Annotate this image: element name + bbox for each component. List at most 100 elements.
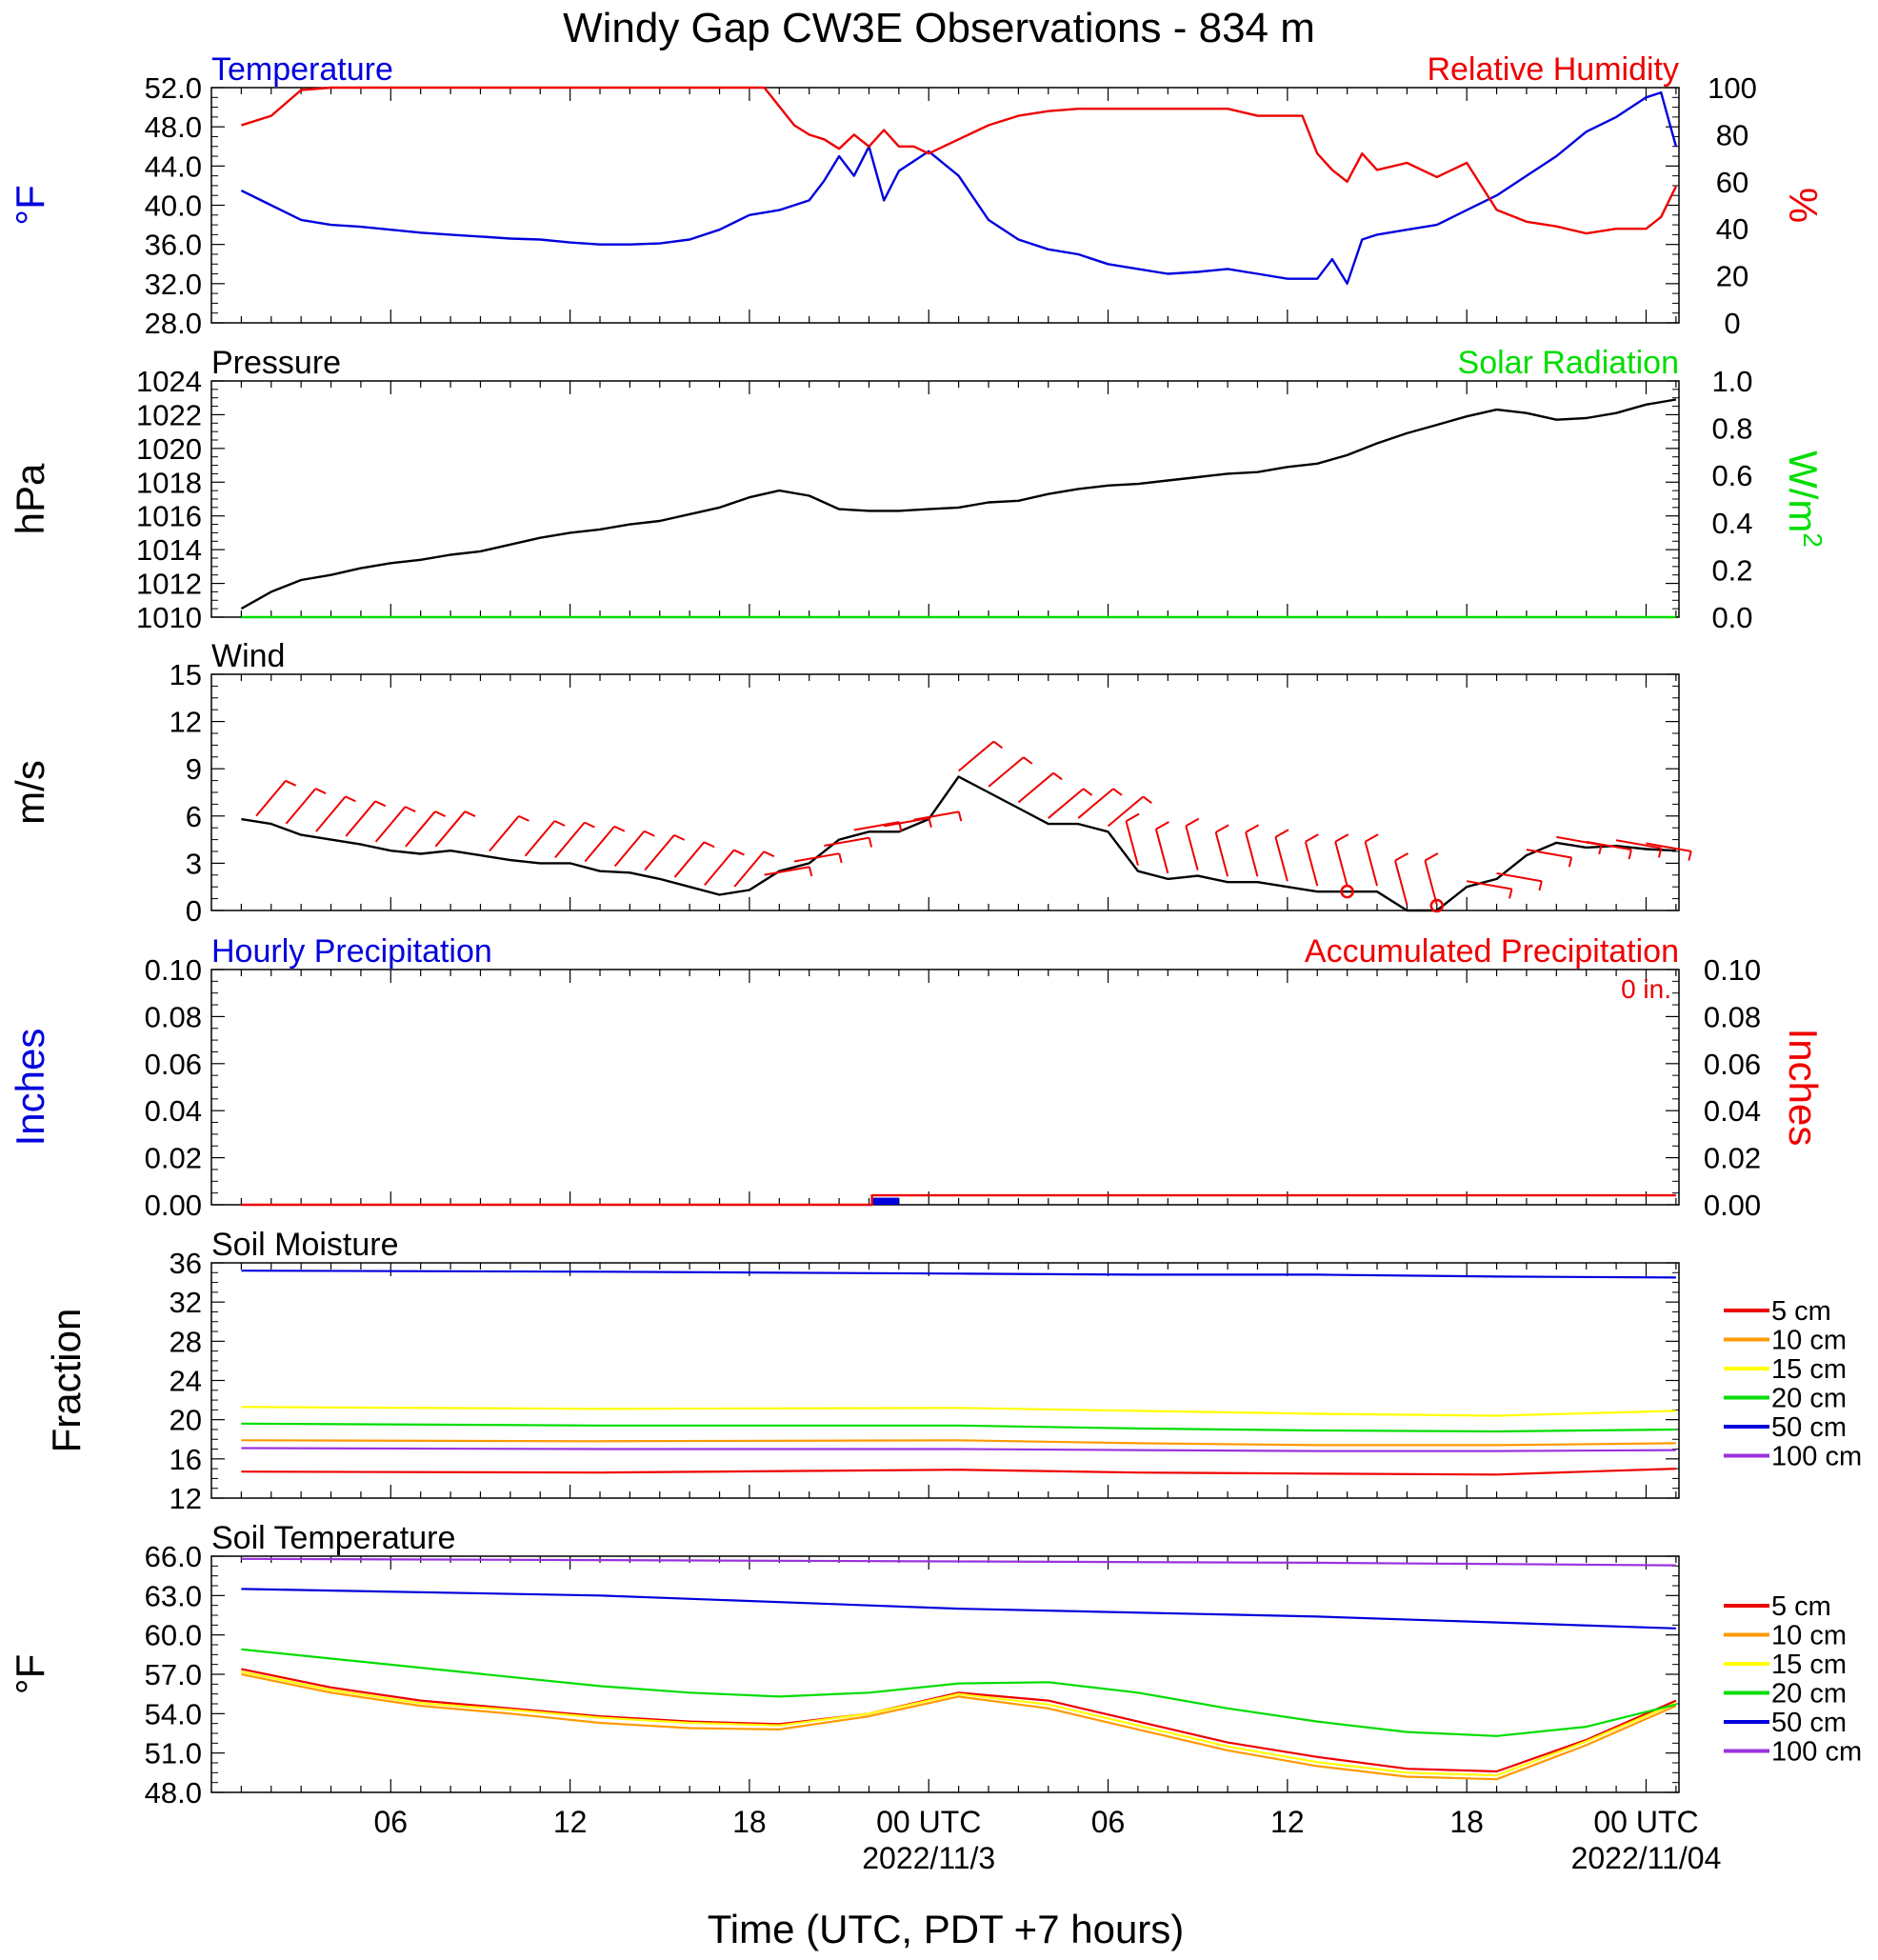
y-tick-label-right: 40 [1716, 212, 1748, 246]
y-tick-label-right: 0.0 [1711, 601, 1752, 634]
y-tick-label-right: 1.0 [1711, 365, 1752, 398]
wind-barb-flag [1052, 771, 1063, 781]
wind-barb [1304, 841, 1319, 887]
y-tick-label-left: 9 [186, 752, 202, 786]
y-axis-label-left: °F [8, 1654, 52, 1694]
wind-barb [1646, 842, 1691, 852]
series-5-cm [241, 1468, 1676, 1476]
legend-label: 15 cm [1771, 1650, 1847, 1680]
wind-barb [1274, 836, 1289, 882]
legend-label: 100 cm [1771, 1737, 1862, 1768]
x-tick-label: 18 [1449, 1805, 1484, 1839]
wind-barb [489, 815, 520, 852]
y-tick-label-left: 1020 [136, 432, 202, 466]
chart-title: Windy Gap CW3E Observations - 834 m [563, 5, 1315, 51]
wind-barb [285, 788, 317, 825]
wind-barb [957, 740, 995, 772]
wind-barb-flag [1185, 817, 1200, 828]
y-axis-label-left: Inches [8, 1029, 52, 1147]
legend-label: 15 cm [1771, 1354, 1847, 1385]
series-10-cm [241, 1439, 1676, 1447]
y-tick-label-left: 28 [170, 1325, 202, 1358]
calm-wind-marker [1429, 898, 1445, 913]
series-100-cm [241, 1557, 1676, 1567]
y-tick-label-right: 60 [1716, 166, 1748, 199]
y-tick-label-left: 36 [170, 1247, 202, 1280]
wind-barb [853, 821, 900, 831]
y-tick-label-left: 32.0 [145, 268, 202, 301]
y-tick-label-right: 100 [1708, 71, 1757, 105]
wind-barb [1424, 860, 1438, 906]
wind-barb-flag [1508, 889, 1513, 899]
wind-barb [733, 850, 765, 888]
legend-label: 50 cm [1771, 1412, 1847, 1443]
y-tick-label-left: 1016 [136, 500, 202, 533]
wind-barb-flag [1424, 852, 1439, 862]
y-axis-label-left: °F [8, 185, 52, 225]
panels: 52.048.044.040.036.032.028.0100806040200… [8, 51, 1862, 1875]
series-5-cm [241, 1668, 1677, 1773]
panel-title-left: Pressure [211, 345, 341, 381]
x-tick-date-label: 2022/11/3 [862, 1841, 995, 1875]
wind-barb-flag [1334, 833, 1349, 843]
series-accumulated-precipitation [241, 1193, 1676, 1207]
series-relative-humidity [241, 86, 1677, 235]
panel-title-right: Relative Humidity [1427, 51, 1679, 88]
panel-wind: 15 12 9 6 3 0 m/s Wind [8, 638, 1692, 928]
wind-barb-flag [644, 830, 655, 837]
wind-barb [1526, 849, 1572, 859]
wind-barb-flag [1598, 845, 1603, 855]
y-tick-label-left: 60.0 [145, 1619, 202, 1652]
wind-barb-flag [1628, 849, 1632, 860]
series-50-cm [241, 1588, 1676, 1630]
y-tick-label-left: 44.0 [145, 150, 202, 183]
wind-barb-flag [1394, 852, 1408, 862]
plot-frame [210, 380, 1680, 618]
wind-barb [1185, 826, 1199, 870]
y-tick-label-left: 66.0 [145, 1540, 202, 1573]
y-tick-label-right: 0.6 [1711, 459, 1752, 492]
y-tick-label-right: 0.00 [1704, 1189, 1761, 1222]
panel-soil-temperature: 66.0 63.0 60.0 57.0 54.0 51.0 48.0 °F Soil Tempe… [8, 1520, 1862, 1875]
plot-frame [210, 969, 1680, 1206]
wind-barb [1107, 795, 1144, 828]
series-20-cm [241, 1422, 1676, 1433]
wind-barb-flag [1538, 881, 1543, 891]
wind-barb [1334, 841, 1349, 887]
y-tick-label-left: 0.06 [145, 1048, 202, 1081]
wind-barb [1214, 831, 1229, 877]
wind-barb-flag [1657, 848, 1663, 858]
y-tick-label-left: 0.10 [145, 953, 202, 987]
calm-wind-marker [1340, 884, 1354, 899]
panel-title-right: Accumulated Precipitation [1305, 933, 1679, 970]
y-tick-label-left: 36.0 [145, 229, 202, 262]
wind-barb [883, 817, 929, 828]
wind-barb-flag [1688, 850, 1692, 861]
y-tick-label-right: 80 [1716, 118, 1748, 151]
y-tick-label-left: 0 [186, 894, 202, 928]
wind-barb [704, 849, 735, 886]
y-tick-label-right: 0.8 [1711, 412, 1752, 446]
x-tick-label: 06 [1091, 1805, 1126, 1839]
wind-barb [988, 756, 1025, 788]
y-tick-label-left: 12 [170, 1482, 202, 1515]
y-tick-label-left: 1010 [136, 601, 202, 634]
wind-barb [673, 841, 706, 878]
series-50-cm [241, 1270, 1676, 1279]
x-tick-label: 18 [732, 1805, 767, 1839]
wind-barb [524, 820, 556, 857]
wind-barb-flag [345, 795, 356, 803]
series-20-cm [241, 1648, 1677, 1737]
x-tick-label: 00 UTC [1593, 1805, 1698, 1839]
wind-barb-flag [1305, 833, 1319, 843]
y-tick-label-left: 40.0 [145, 190, 202, 223]
wind-barb-flag [868, 837, 873, 848]
plot-frame [210, 673, 1680, 911]
wind-barb [913, 810, 959, 821]
y-tick-label-right: 0.2 [1711, 553, 1752, 587]
series-15-cm [241, 1406, 1676, 1417]
wind-barb-flag [808, 867, 813, 877]
y-tick-label-left: 0.08 [145, 1000, 202, 1033]
wind-barb [1496, 871, 1542, 883]
series-temperature [240, 90, 1678, 285]
